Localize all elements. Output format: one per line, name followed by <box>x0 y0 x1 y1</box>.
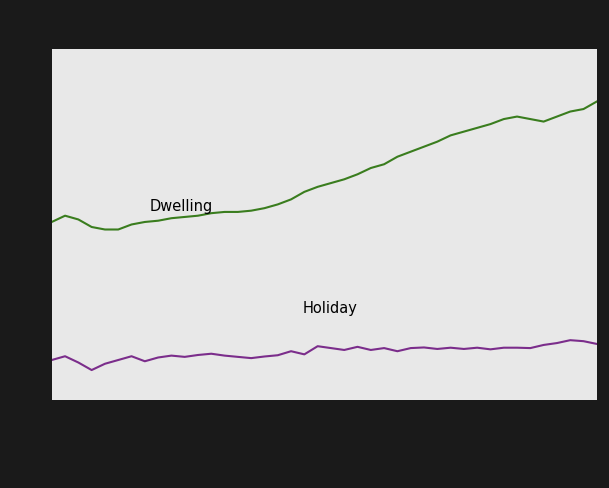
Text: Dwelling: Dwelling <box>150 200 213 214</box>
Text: Holiday: Holiday <box>303 301 357 316</box>
